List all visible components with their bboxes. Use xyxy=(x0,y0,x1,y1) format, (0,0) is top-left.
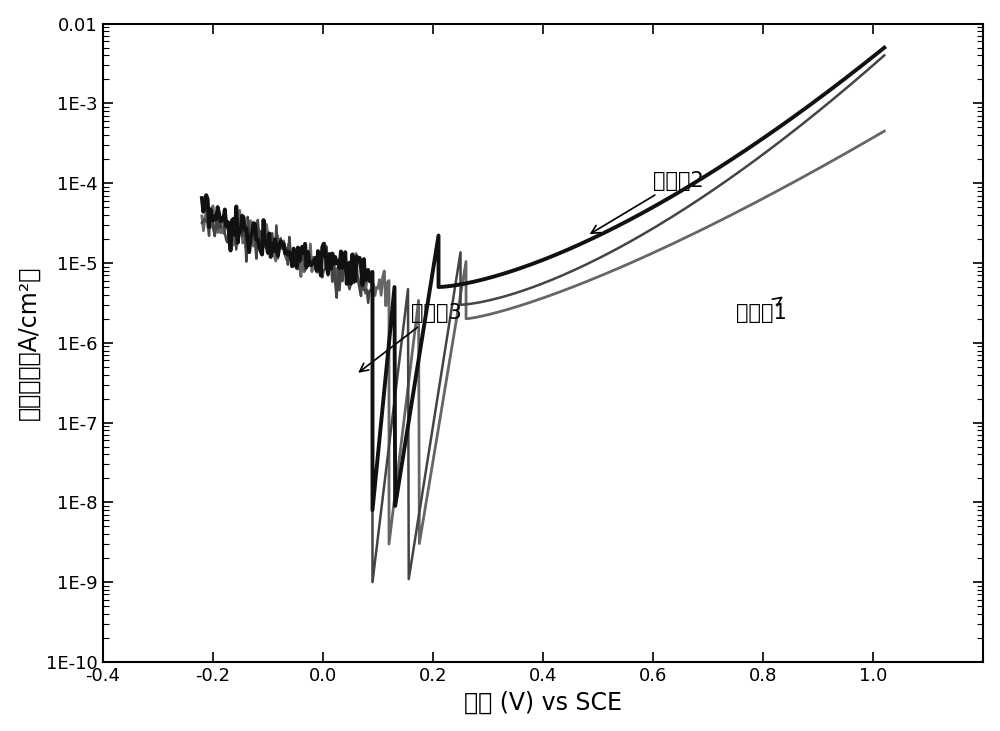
Text: 实施例2: 实施例2 xyxy=(591,171,704,233)
Text: 实施例3: 实施例3 xyxy=(360,303,462,371)
Y-axis label: 电流密度（A/cm²）: 电流密度（A/cm²） xyxy=(17,265,41,420)
X-axis label: 电压 (V) vs SCE: 电压 (V) vs SCE xyxy=(464,690,622,714)
Text: 实施例1: 实施例1 xyxy=(736,298,786,323)
